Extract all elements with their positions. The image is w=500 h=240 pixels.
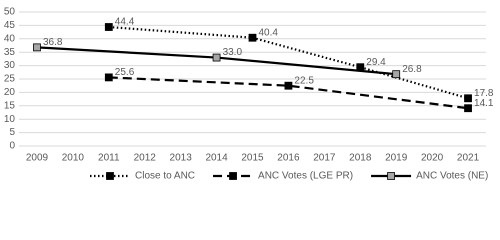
x-tick-label: 2017 [313,153,336,164]
series-line [108,76,469,110]
data-label: 33.0 [223,47,243,58]
marker [104,73,113,82]
y-tick-label: 35 [4,47,16,58]
x-tick-label: 2019 [385,153,408,164]
x-tick-label: 2016 [277,153,300,164]
y-tick-label: 0 [9,141,15,152]
data-label: 17.8 [474,88,494,99]
marker [464,94,472,103]
x-tick-label: 2013 [170,153,193,164]
marker [33,43,41,52]
series-line [108,25,469,100]
data-label: 40.4 [259,27,279,38]
y-tick-label: 15 [4,100,16,111]
legend-marker [106,172,114,180]
marker [464,104,472,113]
data-label: 25.6 [115,67,135,78]
x-tick-label: 2010 [62,153,85,164]
x-tick-label: 2012 [134,153,157,164]
y-tick-label: 40 [4,33,16,44]
y-tick-label: 5 [9,127,15,138]
x-tick-label: 2018 [349,153,372,164]
marker [212,53,221,62]
legend-marker [387,172,395,180]
data-label: 22.5 [294,75,314,86]
y-tick-label: 20 [4,87,16,98]
y-tick-label: 25 [4,74,16,85]
legend-label: Close to ANC [135,171,195,182]
data-label: 14.1 [474,98,494,109]
x-tick-label: 2020 [421,153,444,164]
x-tick-label: 2009 [26,153,49,164]
x-tick-label: 2014 [205,153,228,164]
data-label: 36.8 [43,37,63,48]
x-tick-label: 2015 [241,153,264,164]
marker [392,70,401,79]
data-label: 29.4 [366,57,386,68]
x-tick-label: 2021 [457,153,480,164]
x-tick-label: 2011 [98,153,120,164]
y-tick-label: 50 [4,7,16,18]
data-label: 44.4 [115,17,135,28]
y-tick-label: 30 [4,60,16,71]
legend-marker [229,172,237,180]
y-tick-label: 10 [4,114,16,125]
legend-label: ANC Votes (LGE PR) [258,171,353,182]
marker [248,33,257,42]
marker [104,23,113,31]
legend-label: ANC Votes (NE) [416,171,488,182]
data-label: 26.8 [402,64,422,75]
chart: 0 5 10 15 20 25 30 35 40 45 50 2009 2010 2011 2012 2013… [4,7,494,182]
y-tick-label: 45 [4,20,16,31]
marker [284,81,293,90]
